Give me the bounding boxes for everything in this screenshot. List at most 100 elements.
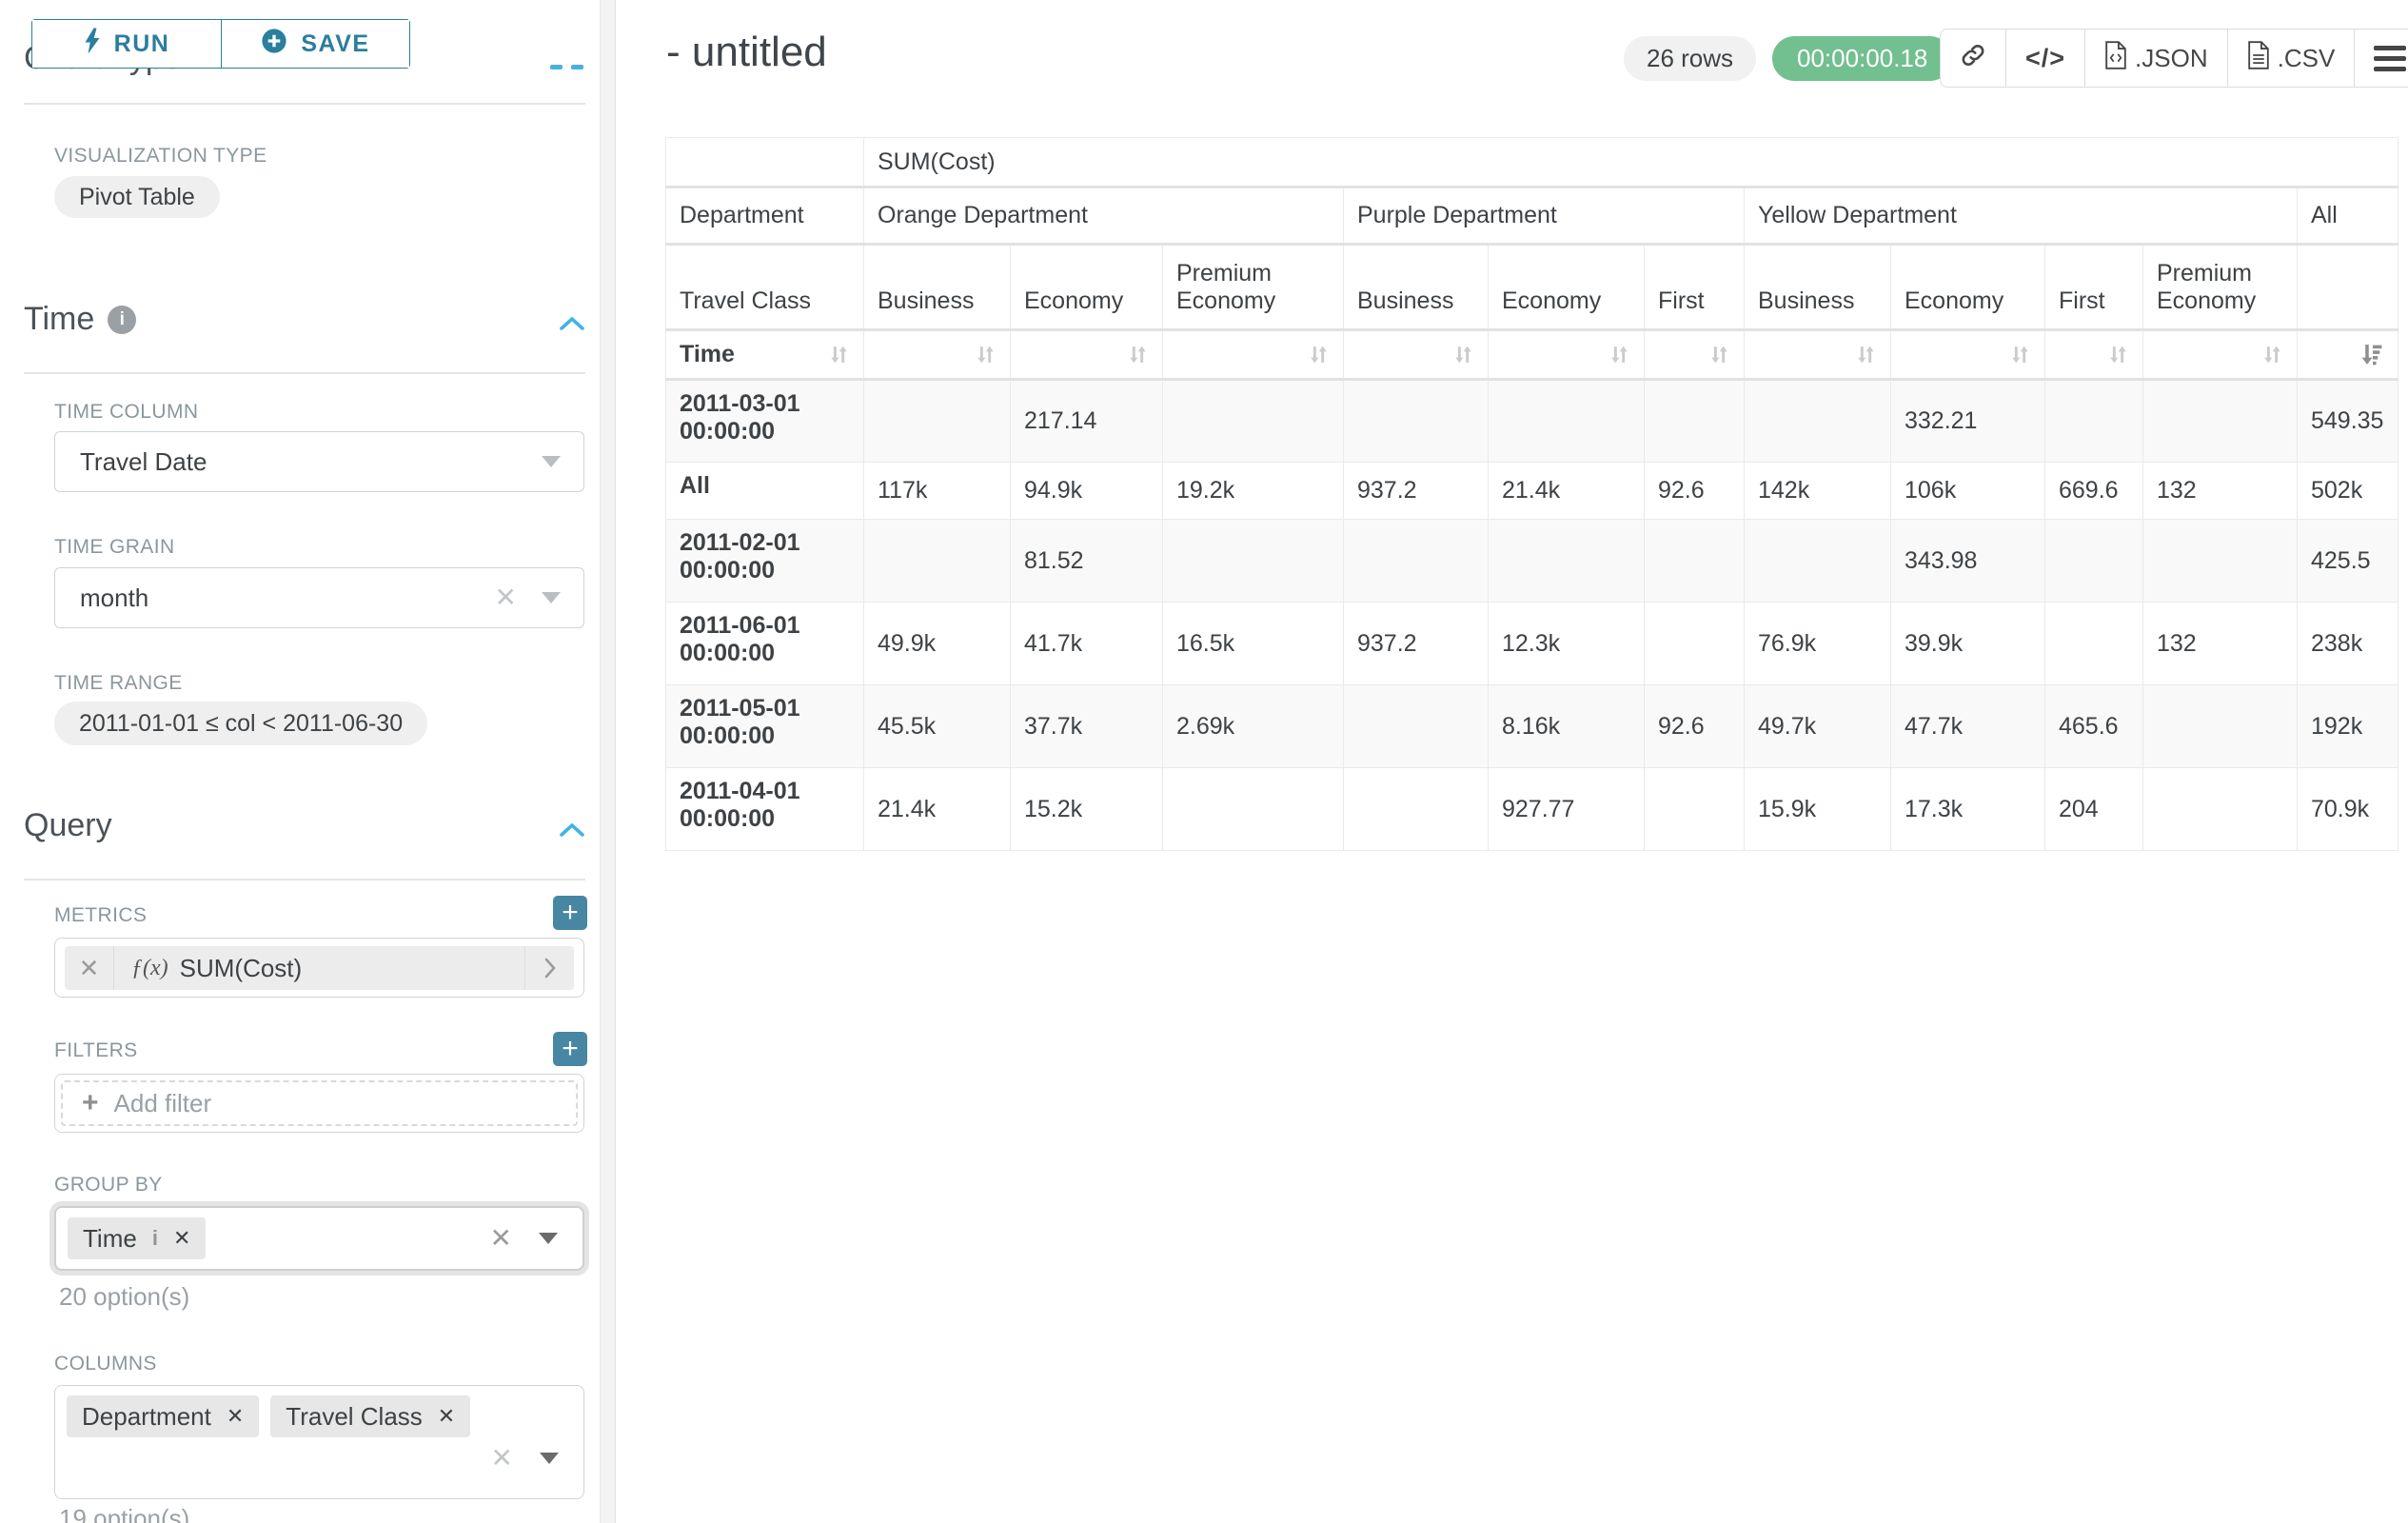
sort-icon[interactable] — [828, 344, 850, 366]
add-metric-button[interactable]: + — [553, 896, 587, 930]
info-circle-icon[interactable]: i — [108, 305, 137, 334]
query-collapse-chevron-icon[interactable] — [558, 821, 586, 840]
travel-class-header-cell: Business — [863, 244, 1011, 330]
run-button[interactable]: RUN — [32, 20, 221, 68]
pivot-value-cell: 937.2 — [1343, 462, 1489, 520]
metric-chip[interactable]: ✕ ƒ(x) SUM(Cost) — [65, 946, 574, 990]
sort-icon[interactable] — [975, 344, 997, 366]
pivot-value-cell: 204 — [2044, 767, 2143, 851]
sort-descending-icon[interactable] — [2360, 343, 2384, 366]
chevron-down-icon[interactable] — [539, 1233, 558, 1244]
pivot-value-cell — [2142, 519, 2298, 603]
pivot-value-cell — [863, 519, 1011, 603]
chevron-down-icon[interactable] — [540, 1453, 559, 1464]
remove-metric-icon[interactable]: ✕ — [65, 946, 114, 990]
add-filter-button[interactable]: + Add filter — [61, 1080, 578, 1126]
row-header-cell: 2011-04-01 00:00:00 — [665, 767, 864, 851]
travel-class-header-cell: First — [1644, 244, 1745, 330]
chevron-down-icon[interactable] — [542, 592, 561, 603]
remove-tag-icon[interactable]: ✕ — [437, 1404, 456, 1428]
pivot-value-cell: 92.6 — [1644, 684, 1745, 768]
menu-button[interactable] — [2354, 30, 2408, 87]
pivot-value-cell: 19.2k — [1162, 462, 1344, 520]
clear-icon[interactable]: ✕ — [494, 583, 517, 612]
export-json-button[interactable]: .JSON — [2084, 30, 2227, 87]
pivot-value-cell: 49.7k — [1744, 684, 1891, 768]
sort-icon[interactable] — [1308, 344, 1330, 366]
clear-icon[interactable]: ✕ — [490, 1443, 513, 1473]
sort-icon[interactable] — [2107, 344, 2129, 366]
sort-icon[interactable] — [1708, 344, 1730, 366]
visualization-type-pill[interactable]: Pivot Table — [54, 176, 220, 218]
sort-icon[interactable] — [2261, 344, 2283, 366]
sort-icon[interactable] — [1452, 344, 1474, 366]
pivot-value-cell: 2.69k — [1162, 684, 1344, 768]
columns-select[interactable]: Department ✕ Travel Class ✕ ✕ — [54, 1385, 584, 1499]
time-grain-select[interactable]: month ✕ — [54, 567, 584, 628]
embed-code-button[interactable]: </> — [2005, 30, 2084, 87]
sidebar-scrollbar[interactable] — [600, 0, 615, 1523]
pivot-value-cell: 81.52 — [1010, 519, 1163, 603]
pivot-data-row: 2011-06-01 00:00:00 49.9k 41.7k 16.5k 937.2 1… — [665, 602, 2399, 685]
clear-icon[interactable]: ✕ — [489, 1223, 512, 1253]
group-by-tag-label: Time — [83, 1223, 137, 1253]
travel-class-header-cell: Business — [1343, 244, 1489, 330]
section-divider — [24, 372, 585, 374]
save-button[interactable]: SAVE — [221, 20, 409, 68]
pivot-value-cell — [2044, 519, 2143, 603]
sort-icon[interactable] — [1609, 344, 1630, 366]
pivot-data-row: 2011-05-01 00:00:00 45.5k 37.7k 2.69k 8.16k 9… — [665, 684, 2399, 768]
add-filter-plus-button[interactable]: + — [553, 1032, 587, 1066]
time-column-select[interactable]: Travel Date — [54, 431, 584, 492]
export-json-label: .JSON — [2135, 43, 2208, 72]
chain-link-icon — [1960, 42, 1986, 75]
chevron-right-icon[interactable] — [524, 946, 574, 990]
time-range-pill[interactable]: 2011-01-01 ≤ col < 2011-06-30 — [54, 702, 428, 745]
section-divider — [24, 879, 585, 880]
row-count-badge: 26 rows — [1624, 36, 1757, 81]
time-section-title: Time — [24, 301, 95, 337]
query-timer-badge: 00:00:00.18 — [1772, 36, 1953, 81]
sort-cell — [1162, 329, 1344, 380]
pivot-value-cell: 41.7k — [1010, 602, 1163, 685]
chevron-down-icon[interactable] — [542, 456, 561, 467]
pivot-value-cell: 21.4k — [863, 767, 1011, 851]
department-header-row: Department Orange Department Purple Depart… — [665, 187, 2399, 245]
add-filter-label: Add filter — [113, 1088, 212, 1118]
filters-label: FILTERS — [54, 1039, 138, 1061]
sort-icon[interactable] — [2009, 344, 2031, 366]
pivot-value-cell: 8.16k — [1488, 684, 1645, 768]
share-link-button[interactable] — [1941, 30, 2005, 87]
sort-cell — [1644, 329, 1745, 380]
pivot-value-cell — [1644, 767, 1745, 851]
chart-type-collapse-chevron-fragment[interactable] — [550, 65, 563, 69]
visualization-type-label: VISUALIZATION TYPE — [54, 145, 267, 167]
columns-tag-chip[interactable]: Department ✕ — [67, 1395, 260, 1437]
group-by-select[interactable]: Time i ✕ ✕ — [54, 1206, 584, 1271]
pivot-value-cell: 17.3k — [1890, 767, 2045, 851]
time-axis-label-cell: Time — [665, 329, 864, 380]
metrics-select: ✕ ƒ(x) SUM(Cost) — [54, 938, 584, 998]
export-csv-button[interactable]: .CSV — [2226, 30, 2355, 87]
file-code-icon — [2104, 40, 2127, 76]
pivot-value-cell: 132 — [2142, 602, 2298, 685]
sort-row: Time — [665, 329, 2399, 380]
metric-name: SUM(Cost) — [179, 953, 303, 982]
travel-class-header-cell: Business — [1744, 244, 1891, 330]
row-header-cell: 2011-06-01 00:00:00 — [665, 602, 864, 685]
pivot-value-cell: 15.9k — [1744, 767, 1891, 851]
remove-tag-icon[interactable]: ✕ — [172, 1226, 191, 1250]
info-icon[interactable]: i — [151, 1226, 158, 1250]
export-csv-label: .CSV — [2277, 43, 2336, 72]
sort-icon[interactable] — [1127, 344, 1149, 366]
travel-class-axis-label: Travel Class — [665, 244, 864, 330]
group-by-tag-chip[interactable]: Time i ✕ — [68, 1217, 207, 1259]
section-divider — [24, 103, 585, 105]
remove-tag-icon[interactable]: ✕ — [226, 1404, 245, 1428]
pivot-value-cell: 937.2 — [1343, 602, 1489, 685]
columns-tag-chip[interactable]: Travel Class ✕ — [270, 1395, 471, 1437]
sort-icon[interactable] — [1855, 344, 1877, 366]
time-collapse-chevron-icon[interactable] — [558, 314, 586, 333]
pivot-value-cell: 76.9k — [1744, 602, 1891, 685]
chart-type-collapse-chevron-fragment[interactable] — [571, 65, 583, 69]
